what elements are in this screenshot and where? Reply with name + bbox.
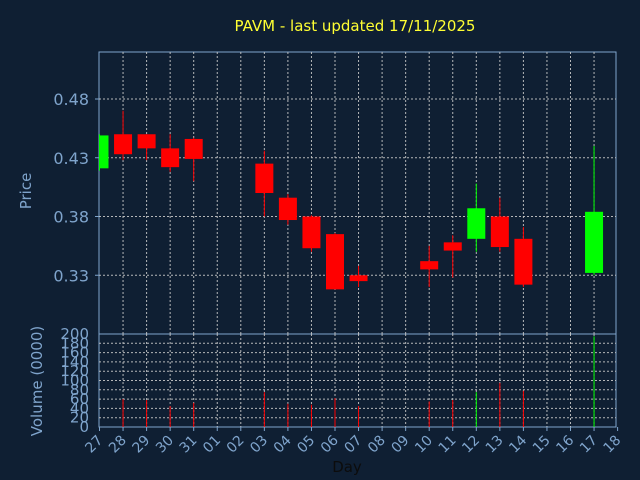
price-tick-label: 0.38 [53, 208, 89, 227]
candle-body [302, 216, 321, 249]
volume-axis-label: Volume (0000) [28, 326, 46, 436]
candle-body [585, 211, 604, 273]
candle [99, 134, 109, 171]
volume-grid [99, 334, 616, 427]
x-tick-label: 17 [577, 433, 601, 457]
candle [349, 265, 368, 287]
x-tick-label: 18 [601, 433, 625, 457]
x-tick-label: 14 [506, 432, 530, 456]
volume-tick-label: 80 [70, 381, 89, 399]
volume-tick-label: 200 [60, 325, 89, 343]
candle [443, 235, 462, 278]
price-tick-label: 0.33 [53, 266, 89, 285]
x-tick-label: 10 [412, 433, 436, 457]
candle-body [278, 197, 297, 221]
candle [114, 110, 133, 161]
candle [302, 215, 321, 252]
price-tick-labels: 0.33 0.38 0.43 0.48 [53, 90, 99, 285]
x-tick-label: 02 [224, 433, 248, 457]
candle [490, 197, 509, 252]
candle-body [514, 238, 533, 285]
candle [420, 245, 439, 287]
candle-body [184, 138, 203, 159]
volume-tick-label: 140 [60, 353, 89, 371]
candles [99, 110, 604, 290]
volume-tick-label: 160 [60, 344, 89, 362]
candle-body [114, 134, 133, 155]
candle [161, 134, 180, 172]
x-tick-labels: 27 28 29 30 31 01 02 03 04 05 06 07 08 09 10 11 12 13 14 15… [82, 427, 624, 456]
candle-body [420, 261, 439, 270]
x-tick-label: 04 [271, 432, 295, 456]
candle-body [349, 275, 368, 282]
x-tick-label: 03 [247, 433, 271, 457]
candle-body [490, 216, 509, 248]
volume-tick-label: 0 [79, 418, 89, 436]
x-tick-label: 16 [553, 432, 577, 456]
x-tick-label: 09 [389, 433, 413, 457]
x-tick-label: 12 [459, 433, 483, 457]
x-tick-label: 06 [318, 432, 342, 456]
x-tick-label: 30 [153, 433, 177, 457]
price-plot-frame [98, 51, 617, 335]
candle-body [137, 134, 156, 149]
x-axis-label: Day [332, 458, 362, 476]
candle-body [467, 208, 486, 239]
x-tick-label: 11 [436, 433, 460, 457]
volume-tick-label: 100 [60, 372, 89, 390]
price-tick-label: 0.48 [53, 90, 89, 109]
volume-tick-label: 20 [70, 409, 89, 427]
x-tick-label: 31 [177, 433, 201, 457]
volume-tick-label: 40 [70, 399, 89, 417]
x-tick-label: 28 [106, 433, 130, 457]
x-tick-label: 01 [200, 433, 224, 457]
candle [514, 227, 533, 287]
x-tick-label: 29 [130, 433, 154, 457]
x-tick-label: 08 [365, 433, 389, 457]
candle-body [255, 163, 274, 193]
candle [326, 232, 344, 290]
x-tick-label: 15 [530, 433, 554, 457]
candle-body [161, 148, 180, 168]
candle [278, 194, 297, 225]
volume-bars [122, 336, 595, 427]
x-tick-label: 27 [82, 433, 106, 457]
candle-body [326, 234, 344, 290]
candle [255, 150, 274, 217]
price-grid [99, 52, 616, 334]
candle [585, 146, 604, 276]
candle-body [443, 242, 462, 251]
chart-title: PAVM - last updated 17/11/2025 [235, 17, 476, 35]
price-axis-label: Price [17, 173, 35, 210]
x-tick-label: 05 [294, 433, 318, 457]
candle [467, 183, 486, 252]
x-tick-label: 13 [483, 433, 507, 457]
candle [184, 137, 203, 182]
volume-tick-label: 60 [70, 390, 89, 408]
candle-body [99, 135, 109, 169]
candle [137, 134, 156, 161]
price-tick-label: 0.43 [53, 149, 89, 168]
volume-tick-label: 120 [60, 362, 89, 380]
volume-tick-label: 180 [60, 334, 89, 352]
x-tick-label: 07 [341, 433, 365, 457]
